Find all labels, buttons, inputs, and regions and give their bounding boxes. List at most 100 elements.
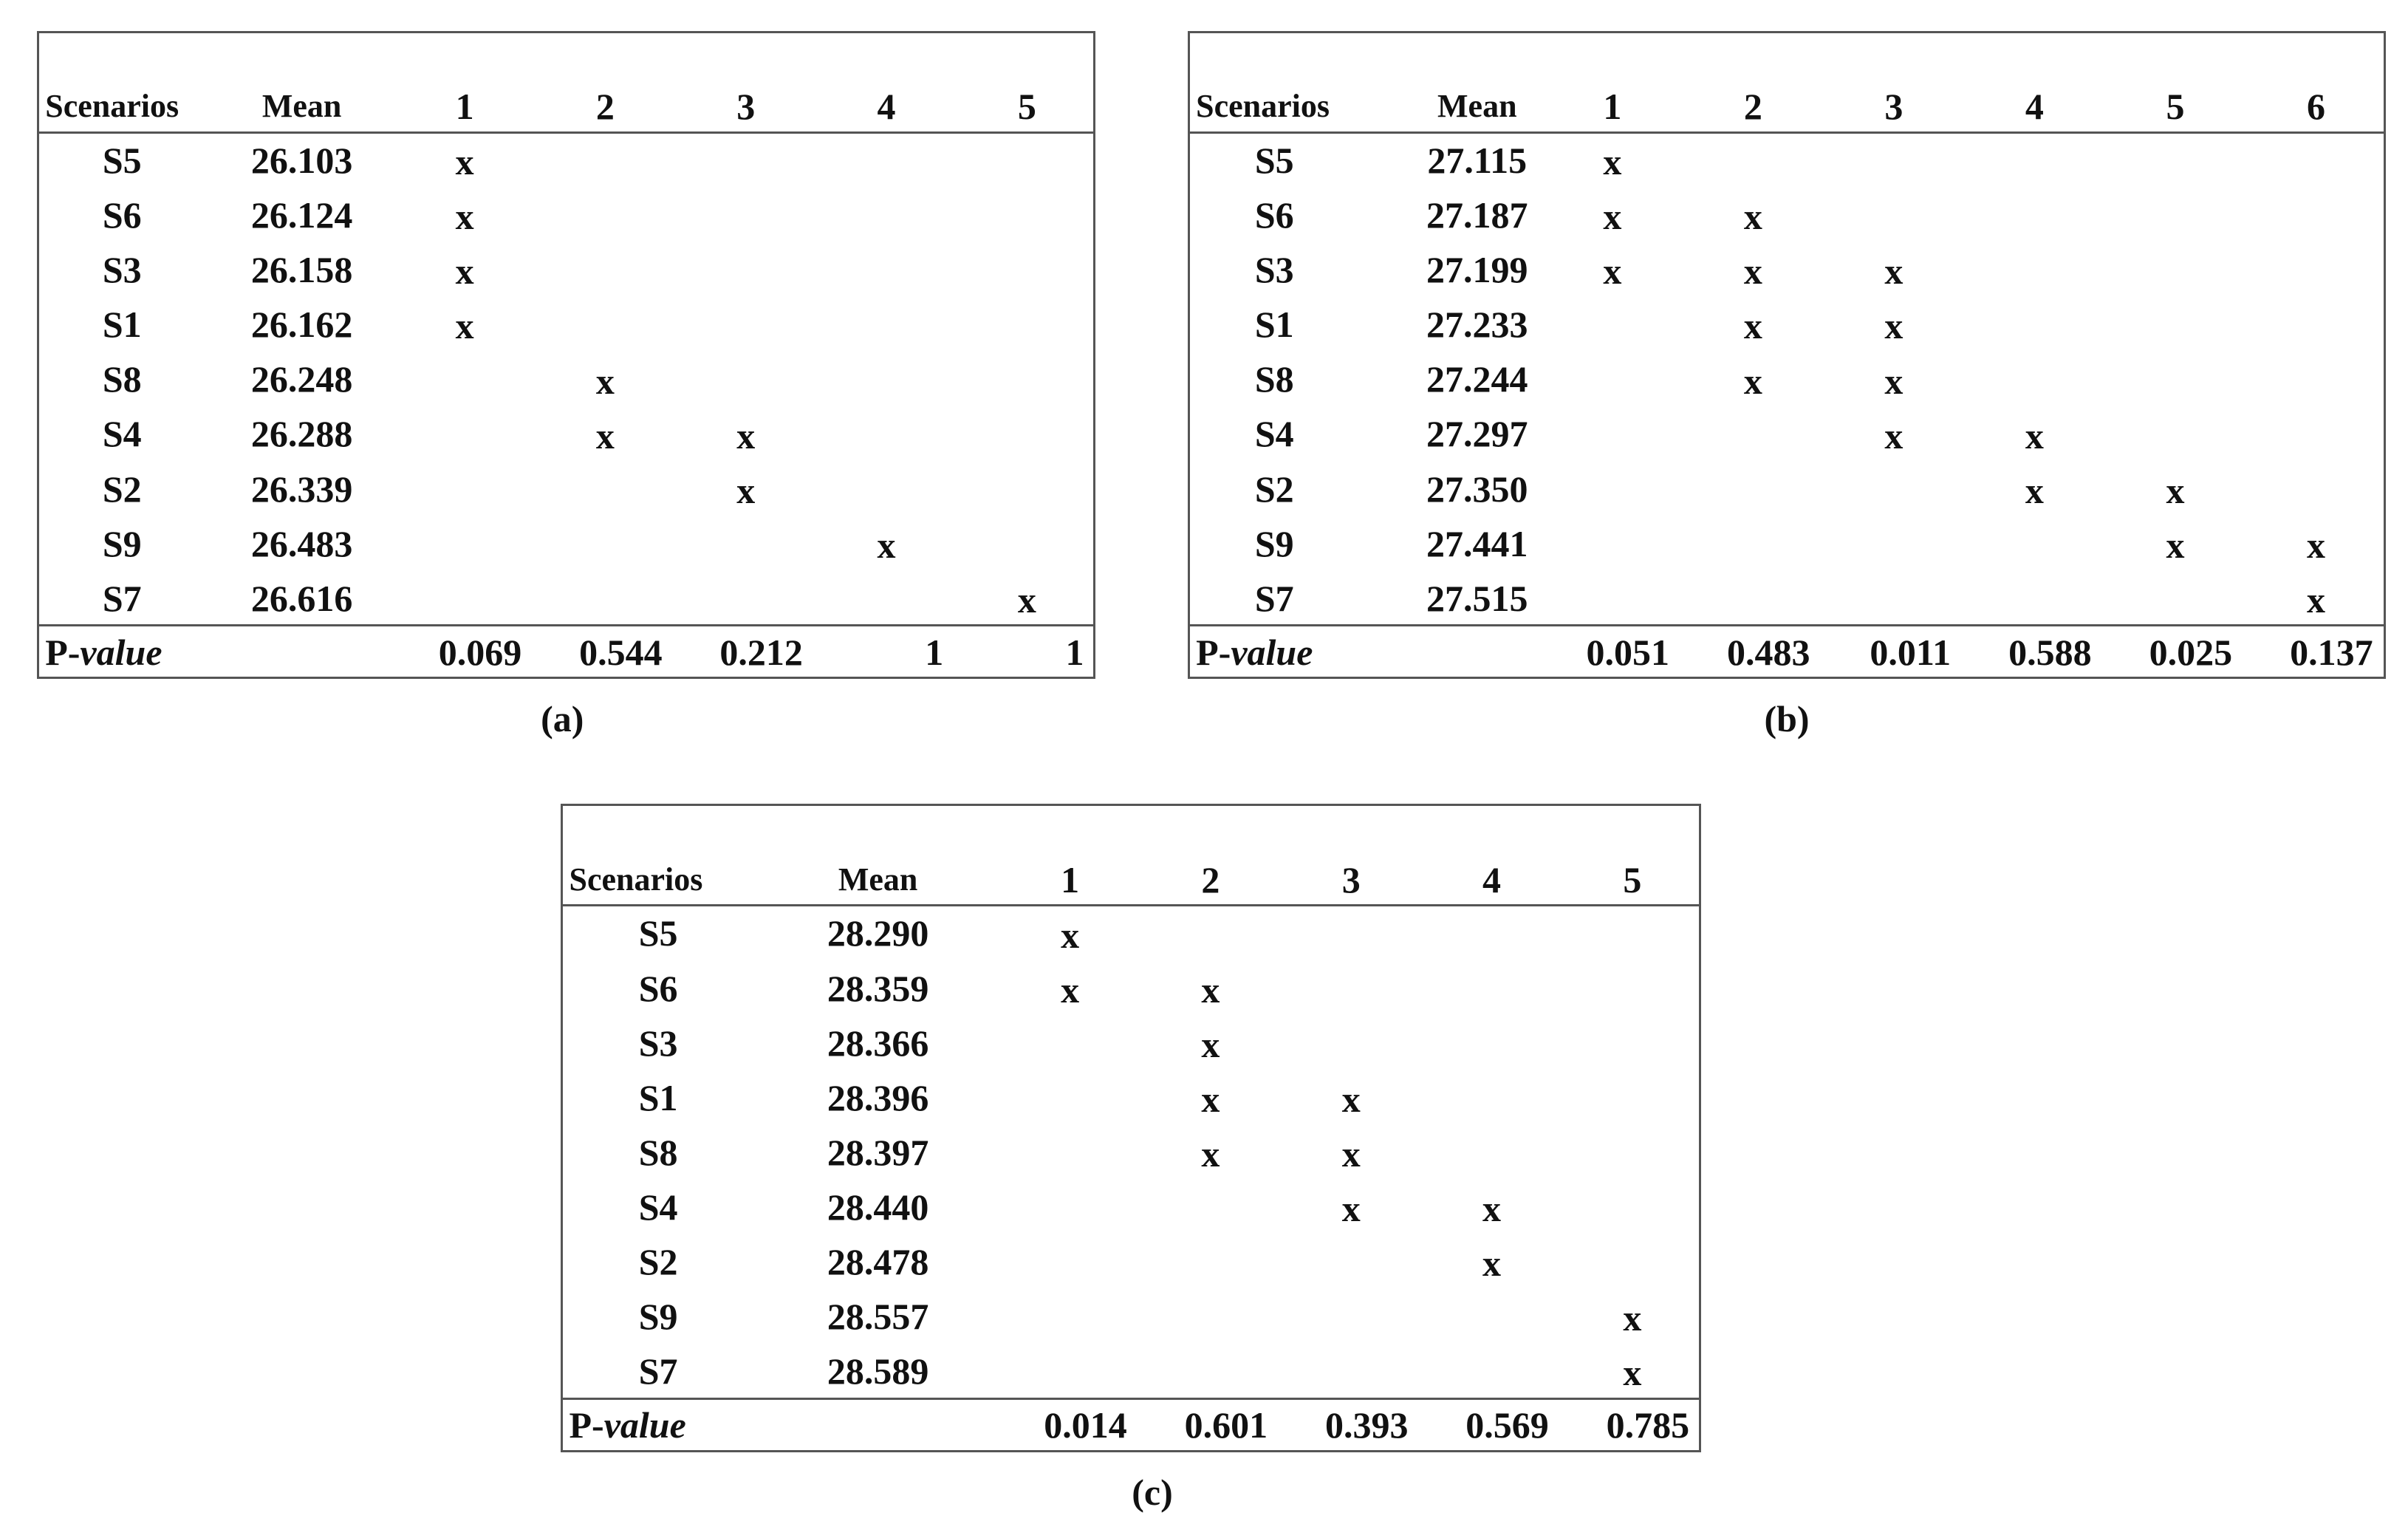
mean-cell: 26.162	[250, 304, 353, 346]
pvalue-cell: 1	[1065, 631, 1084, 673]
mean-cell: 27.350	[1426, 468, 1528, 510]
group-mark: x	[595, 360, 615, 402]
group-mark: x	[1623, 1351, 1642, 1393]
table-caption: (a)	[541, 698, 584, 740]
scenario-cell: S3	[102, 249, 142, 291]
table: Scenarios Mean 1 2 3 4 5 S5 28.290 x S6 28.359 x x S3 2…	[561, 803, 1701, 1452]
column-header: 3	[736, 86, 756, 128]
scenario-cell: S5	[638, 912, 678, 954]
scenario-cell: S2	[102, 468, 142, 510]
column-header: 5	[1017, 86, 1036, 128]
scenario-cell: S5	[1254, 140, 1294, 182]
column-header: Mean	[261, 88, 342, 125]
table: Scenarios Mean 1 2 3 4 5 S5 26.103 x S6 26.124 x S3 26…	[36, 30, 1096, 680]
pvalue-cell: 0.588	[2008, 631, 2092, 673]
pvalue-label: P-value	[569, 1404, 686, 1446]
group-mark: x	[1743, 196, 1762, 238]
group-mark: x	[1061, 968, 1080, 1011]
group-mark: x	[736, 469, 756, 511]
mean-cell: 26.158	[250, 249, 353, 291]
pvalue-cell: 0.069	[438, 631, 522, 673]
column-header: 1	[455, 86, 474, 128]
mean-cell: 28.366	[827, 1022, 929, 1064]
group-mark: x	[1743, 250, 1762, 293]
group-mark: x	[1201, 1132, 1220, 1175]
column-header: 6	[2306, 86, 2325, 128]
pvalue-cell: 0.025	[2149, 631, 2233, 673]
table: Scenarios Mean 1 2 3 4 5 6 S5 27.115 x S6 27.187 x x S3…	[1187, 30, 2387, 680]
scenario-cell: S9	[638, 1295, 678, 1337]
group-mark: x	[1341, 1187, 1361, 1229]
pvalue-cell: 0.137	[2290, 631, 2373, 673]
scenario-cell: S9	[102, 522, 142, 564]
column-header: 2	[1201, 858, 1220, 900]
mean-cell: 27.233	[1426, 304, 1528, 346]
scenario-cell: S7	[638, 1350, 678, 1392]
column-header: Mean	[1437, 88, 1517, 125]
scenario-cell: S1	[638, 1076, 678, 1118]
column-header: 1	[1061, 858, 1080, 900]
scenario-cell: S8	[102, 358, 142, 400]
group-mark: x	[455, 250, 474, 293]
table-caption: (c)	[1132, 1471, 1173, 1513]
pvalue-cell: 0.785	[1606, 1404, 1690, 1446]
scenario-cell: S2	[1254, 468, 1294, 510]
group-mark: x	[595, 414, 615, 457]
mean-cell: 26.248	[250, 358, 353, 400]
mean-cell: 28.440	[827, 1186, 929, 1228]
pvalue-rule	[38, 624, 1094, 627]
scenario-cell: S1	[102, 304, 142, 346]
scenario-cell: S9	[1254, 522, 1294, 564]
group-mark: x	[1884, 305, 1904, 347]
pvalue-rule	[1189, 624, 2384, 627]
scenario-cell: S3	[638, 1022, 678, 1064]
group-mark: x	[736, 414, 756, 457]
column-header: 4	[1482, 858, 1502, 900]
group-mark: x	[2306, 578, 2325, 621]
group-mark: x	[1623, 1296, 1642, 1339]
header-rule	[563, 903, 1699, 906]
scenario-cell: S6	[638, 967, 678, 1009]
mean-cell: 27.199	[1426, 249, 1528, 291]
group-mark: x	[2166, 469, 2185, 511]
mean-cell: 28.478	[827, 1240, 929, 1282]
mean-cell: 28.557	[827, 1295, 929, 1337]
group-mark: x	[1743, 305, 1762, 347]
mean-cell: 28.290	[827, 912, 929, 954]
group-mark: x	[1603, 141, 1622, 183]
scenario-cell: S3	[1254, 249, 1294, 291]
column-header: Scenarios	[569, 861, 703, 898]
pvalue-rule	[563, 1397, 1699, 1400]
group-mark: x	[2306, 524, 2325, 566]
mean-cell: 26.103	[250, 140, 353, 182]
group-mark: x	[1017, 578, 1036, 621]
pvalue-cell: 0.393	[1324, 1404, 1409, 1446]
group-mark: x	[1061, 914, 1080, 956]
mean-cell: 26.339	[250, 468, 353, 510]
header-rule	[1189, 131, 2384, 134]
column-header: 4	[2025, 86, 2044, 128]
scenario-cell: S4	[638, 1186, 678, 1228]
scenario-cell: S4	[102, 413, 142, 455]
group-mark: x	[1884, 250, 1904, 293]
scenario-cell: S8	[1254, 358, 1294, 400]
mean-cell: 26.288	[250, 413, 353, 455]
group-mark: x	[1201, 968, 1220, 1011]
column-header: 5	[1623, 858, 1642, 900]
column-header: Scenarios	[1196, 88, 1330, 125]
scenario-cell: S4	[1254, 413, 1294, 455]
header-rule	[38, 131, 1094, 134]
pvalue-cell: 0.601	[1184, 1404, 1268, 1446]
mean-cell: 28.359	[827, 967, 929, 1009]
scenario-cell: S1	[1254, 304, 1294, 346]
scenario-cell: S2	[638, 1240, 678, 1282]
group-mark: x	[2025, 469, 2044, 511]
group-mark: x	[1201, 1023, 1220, 1065]
pvalue-cell: 0.011	[1870, 631, 1952, 673]
group-mark: x	[455, 141, 474, 183]
group-mark: x	[455, 196, 474, 238]
scenario-cell: S7	[1254, 577, 1294, 619]
group-mark: x	[877, 524, 896, 566]
scenario-cell: S5	[102, 140, 142, 182]
mean-cell: 27.297	[1426, 413, 1528, 455]
